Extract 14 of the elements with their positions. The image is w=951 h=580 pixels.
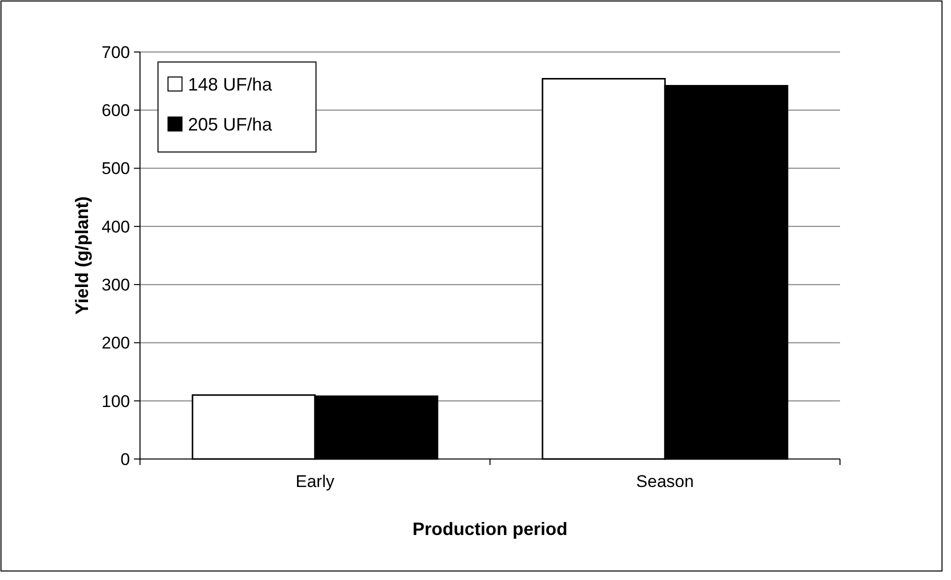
y-tick-label: 0 [120,450,130,469]
y-tick-label: 200 [102,334,130,353]
y-tick-label: 100 [102,392,130,411]
x-tick-label: Season [636,472,694,491]
y-tick-label: 700 [102,42,130,62]
y-axis-title: Yield (g/plant) [72,196,92,315]
y-tick-label: 300 [102,276,130,295]
legend-label: 148 UF/ha [188,74,274,94]
x-axis-title: Production period [412,519,568,539]
y-tick-label: 400 [102,217,130,236]
legend-label: 205 UF/ha [188,114,274,134]
y-tick-label: 600 [102,101,130,120]
x-tick-label: Early [296,472,335,491]
y-tick-label: 500 [102,159,130,178]
